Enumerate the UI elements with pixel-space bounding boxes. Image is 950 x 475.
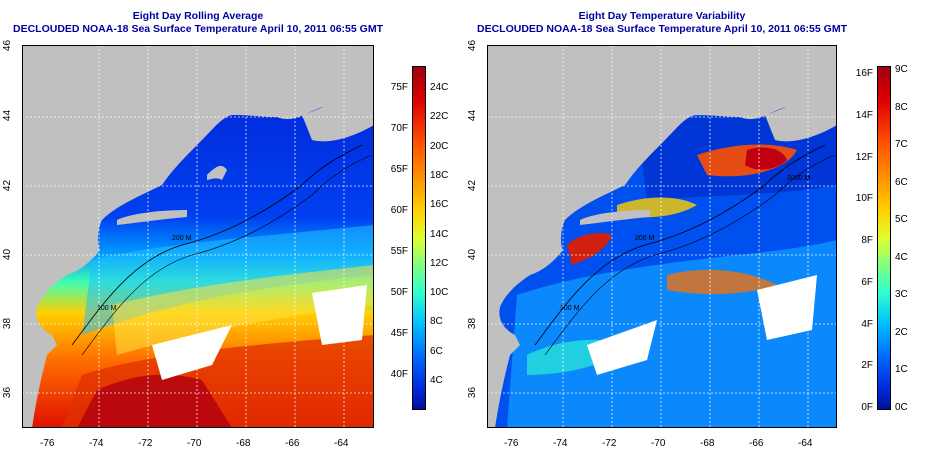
lon-tick: -74	[553, 438, 568, 449]
lon-tick: -76	[40, 438, 55, 449]
left-panel-title: Eight Day Rolling Average	[132, 10, 264, 22]
colorbar-c-label: 1C	[895, 364, 908, 376]
lon-tick: -66	[285, 438, 300, 449]
colorbar-c-label: 16C	[430, 199, 449, 211]
cloud-gap	[587, 320, 657, 375]
high-variability	[745, 147, 787, 170]
isobath-label: 100 M	[97, 305, 117, 312]
colorbar-c-label: 4C	[895, 251, 908, 263]
lat-tick: 36	[2, 386, 14, 399]
colorbar-c-label: 7C	[895, 139, 908, 151]
colorbar-f-label: 60F	[390, 205, 408, 216]
lon-tick: -76	[504, 438, 519, 449]
lat-tick: 38	[467, 317, 479, 330]
right-panel-subtitle: DECLOUDED NOAA-18 Sea Surface Temperatur…	[477, 23, 847, 35]
colorbar-c-label: 8C	[430, 316, 443, 328]
lat-tick: 38	[2, 317, 14, 330]
colorbar-c-label: 0C	[895, 402, 908, 413]
colorbar-f-label: 8F	[861, 235, 873, 246]
lon-tick: -70	[651, 438, 666, 449]
warm-band	[112, 265, 374, 355]
lon-tick: -64	[334, 438, 349, 449]
lon-tick: -70	[187, 438, 202, 449]
colorbar-f-label: 50F	[390, 287, 408, 298]
lat-tick: 44	[467, 109, 479, 122]
mid-variability	[667, 269, 777, 295]
colorbar-c-label: 10C	[430, 287, 449, 299]
colorbar-c-label: 9C	[895, 64, 908, 75]
lon-tick: -66	[749, 438, 764, 449]
lat-tick: 36	[467, 386, 479, 399]
isobath-label: 200 M	[172, 235, 192, 242]
lat-tick: 46	[467, 39, 479, 52]
isobath-label: 200 M	[635, 235, 655, 242]
colorbar-c-label: 6C	[895, 176, 908, 188]
lat-tick: 44	[2, 109, 14, 122]
lat-tick: 42	[467, 179, 479, 192]
lat-tick: 42	[2, 179, 14, 192]
colorbar-f-label: 10F	[855, 193, 873, 205]
colorbar-f-label: 65F	[390, 164, 408, 175]
left-panel-subtitle: DECLOUDED NOAA-18 Sea Surface Temperatur…	[13, 23, 383, 35]
cloud-gap	[312, 285, 367, 345]
colorbar-f-label: 4F	[861, 318, 873, 330]
right-panel-title: Eight Day Temperature Variability	[578, 10, 746, 22]
isobath-contour	[71, 144, 363, 346]
colorbar-f-label: 0F	[861, 402, 873, 413]
colorbar-f-label: 14F	[855, 109, 873, 121]
right-map: 200 M 100 M 1000 M	[487, 45, 837, 428]
colorbar-c-label: 24C	[430, 82, 449, 93]
nova-scotia	[302, 83, 374, 142]
lat-tick: 46	[2, 39, 14, 52]
long-island	[580, 210, 650, 225]
lat-lon-grid	[22, 45, 374, 428]
colorbar-f-label: 55F	[390, 246, 408, 257]
lon-tick: -72	[602, 438, 617, 449]
left-map: 200 M 100 M	[22, 45, 374, 428]
colorbar-c-label: 3C	[895, 289, 908, 301]
isobath-contour	[81, 154, 373, 356]
colorbar-c-label: 2C	[895, 326, 908, 338]
colorbar-c-label: 8C	[895, 101, 908, 113]
colorbar-c-label: 5C	[895, 214, 908, 226]
colorbar-c-label: 4C	[430, 375, 443, 386]
cloud-gap	[152, 325, 232, 380]
colorbar-f-label: 2F	[861, 360, 873, 372]
colorbar-c-label: 22C	[430, 111, 449, 123]
lon-tick: -64	[798, 438, 813, 449]
isobath-label: 1000 M	[787, 175, 811, 182]
colorbar-f-label: 16F	[855, 68, 873, 79]
colorbar-f-label: 75F	[390, 82, 408, 93]
colorbar-f-label: 45F	[390, 328, 408, 339]
colorbar-c-label: 14C	[430, 228, 449, 240]
right-colorbar	[877, 66, 891, 410]
cape-cod	[207, 165, 227, 180]
isobath-contour	[534, 144, 826, 346]
high-variability	[567, 233, 612, 265]
colorbar-c-label: 20C	[430, 140, 449, 152]
isobath-contour	[544, 154, 836, 356]
colorbar-f-label: 6F	[861, 276, 873, 288]
colorbar-f-label: 40F	[390, 369, 408, 380]
lon-tick: -74	[89, 438, 104, 449]
colorbar-c-label: 6C	[430, 345, 443, 357]
colorbar-f-label: 12F	[855, 151, 873, 163]
lon-tick: -68	[700, 438, 715, 449]
land-mass	[22, 45, 374, 428]
colorbar-c-label: 18C	[430, 169, 449, 181]
lat-tick: 40	[467, 248, 479, 261]
lon-tick: -72	[138, 438, 153, 449]
gulf-stream-core	[77, 374, 232, 428]
land-mass	[487, 45, 837, 428]
lon-tick: -68	[236, 438, 251, 449]
nova-scotia	[765, 83, 837, 142]
long-island	[117, 210, 187, 225]
isobath-label: 100 M	[560, 305, 580, 312]
colorbar-c-label: 12C	[430, 257, 449, 269]
colorbar-f-label: 70F	[390, 123, 408, 134]
lat-tick: 40	[2, 248, 14, 261]
left-colorbar	[412, 66, 426, 410]
